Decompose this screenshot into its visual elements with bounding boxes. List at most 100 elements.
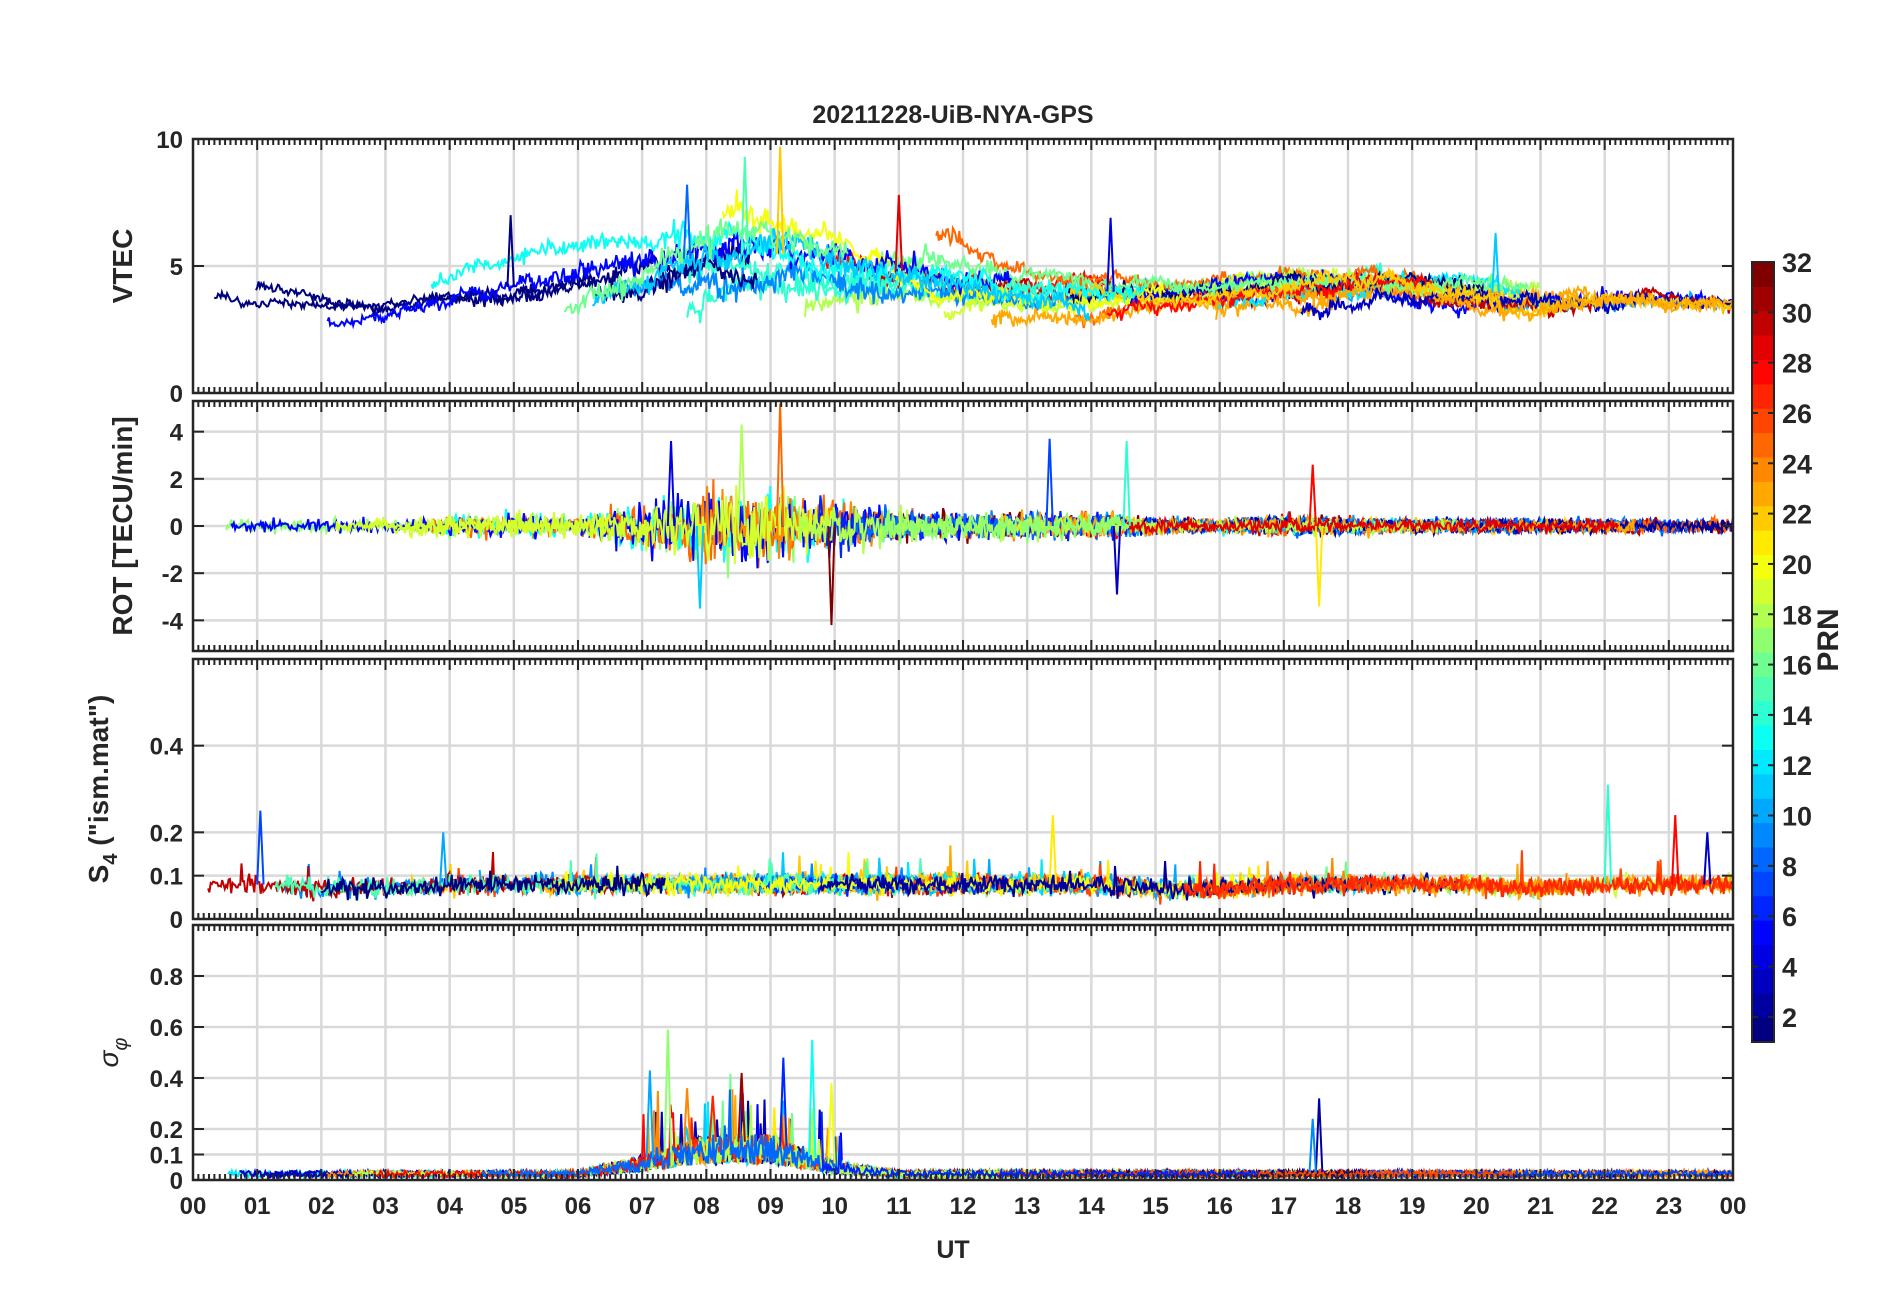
series-prn-6 [820,1111,1260,1180]
x-tick-label: 15 [1142,1193,1169,1220]
y-tick-label: 0.6 [150,1015,183,1042]
y-tick-label: 0.1 [150,864,183,891]
colorbar-segment [1752,310,1774,336]
y-tick-label: 0.2 [150,820,183,847]
x-tick-label: 13 [1014,1193,1041,1220]
colorbar-segment [1752,1017,1774,1043]
y-tick-label: 0 [170,381,183,408]
spike [1122,441,1131,527]
x-tick-label: 10 [821,1193,848,1220]
series-prn-20 [721,189,1166,315]
x-tick-label: 12 [950,1193,977,1220]
spike [808,1039,817,1157]
y-ticks-s4: 0 0.1 0.2 0.4 [150,734,1733,934]
colorbar-segment [1752,725,1774,750]
x-tick-label: 11 [886,1193,911,1220]
colorbar-segment [1752,383,1774,409]
series-rot [225,403,1733,626]
panel-vtec: 0 5 10 VTEC [107,127,1735,408]
spike [695,525,705,609]
colorbar-tick-label: 18 [1782,600,1812,630]
x-tick-label: 00 [180,1193,207,1220]
grid-rot [193,401,1733,651]
x-tick-label: 16 [1206,1193,1233,1220]
y-axis-label-rot: ROT [TECU/min] [107,416,138,635]
spike [1491,232,1500,293]
y-tick-label: 2 [170,467,183,494]
colorbar-tick-label: 30 [1782,298,1812,328]
y-ticks-rot: -4 -2 0 2 4 [162,420,1733,635]
x-ticks-vtec [192,139,1734,393]
grid-vtec [193,139,1733,393]
x-axis-label: UT [936,1236,969,1264]
series-prn-29 [1126,511,1620,536]
colorbar-segment [1752,578,1774,604]
colorbar-segment [1752,676,1774,702]
colorbar-segment [1752,798,1774,824]
spike [1703,832,1712,885]
grid-sigma_phi [193,925,1733,1180]
colorbar-segment [1752,505,1774,531]
spike [682,1088,692,1148]
colorbar-tick-label: 26 [1782,399,1812,429]
x-ticks-s4 [192,659,1734,919]
series-prn-19 [334,509,614,543]
spike [1308,464,1317,527]
y-tick-label: -4 [162,608,184,635]
spike [1314,525,1324,607]
colorbar-segment [1752,700,1774,726]
panel-sigma_phi: 00.10.2 0.4 0.6 0.8 σφ [93,923,1735,1195]
colorbar-segment [1752,773,1774,799]
colorbar-tick-label: 2 [1782,1003,1797,1033]
x-tick-label: 02 [308,1193,335,1220]
colorbar-segment [1752,530,1774,555]
y-tick-label: 0.8 [150,964,183,991]
y-tick-label: 0.4 [150,1066,184,1093]
x-tick-label: 18 [1335,1193,1362,1220]
x-tick-label: 08 [693,1193,720,1220]
x-tick-label: 04 [436,1193,463,1220]
colorbar-segment [1752,359,1774,385]
colorbar-segment [1752,286,1774,312]
series-prn-17 [881,509,1144,545]
series-prn-27 [1183,861,1733,900]
spike [1048,814,1058,885]
y-axis-label-vtec: VTEC [107,229,138,304]
x-ticks-sigma_phi [192,925,1734,1180]
y-axis-label-sigma_phi: σφ [93,1038,132,1068]
x-tick-label: 22 [1591,1193,1618,1220]
colorbar-tick-label: 12 [1782,751,1812,781]
colorbar-segment [1752,627,1774,653]
spike [506,215,515,288]
spike [775,403,785,527]
spike [827,1083,836,1164]
spike [1603,784,1613,885]
colorbar-label: PRN [1812,608,1845,671]
colorbar-segment [1752,408,1774,434]
spike [1106,217,1115,292]
spike [663,1029,673,1153]
spike [1314,1098,1324,1173]
series-sigma_phi [227,1029,1733,1180]
spike [737,424,746,527]
colorbar-tick-label: 28 [1782,349,1812,379]
y-axis-label-s4: S4 ("ism.mat") [83,695,122,884]
colorbar-tick-label: 16 [1782,651,1812,681]
colorbar-segment [1752,920,1774,945]
x-ticks-rot [192,401,1734,651]
x-tick-label: 06 [565,1193,592,1220]
series-vtec [213,146,1733,330]
y-tick-label: 0.2 [150,1117,183,1144]
x-tick-label: 03 [372,1193,399,1220]
colorbar-tick-label: 22 [1782,500,1812,530]
colorbar-segment [1752,993,1774,1019]
series-prn-1 [1067,269,1486,305]
colorbar-segment [1752,895,1774,921]
colorbar-segment [1752,262,1774,287]
spike [737,1072,746,1142]
x-tick-label: 19 [1399,1193,1426,1220]
colorbar-tick-label: 20 [1782,550,1812,580]
x-tick-label: 20 [1463,1193,1490,1220]
series-prn-11 [592,228,1091,322]
